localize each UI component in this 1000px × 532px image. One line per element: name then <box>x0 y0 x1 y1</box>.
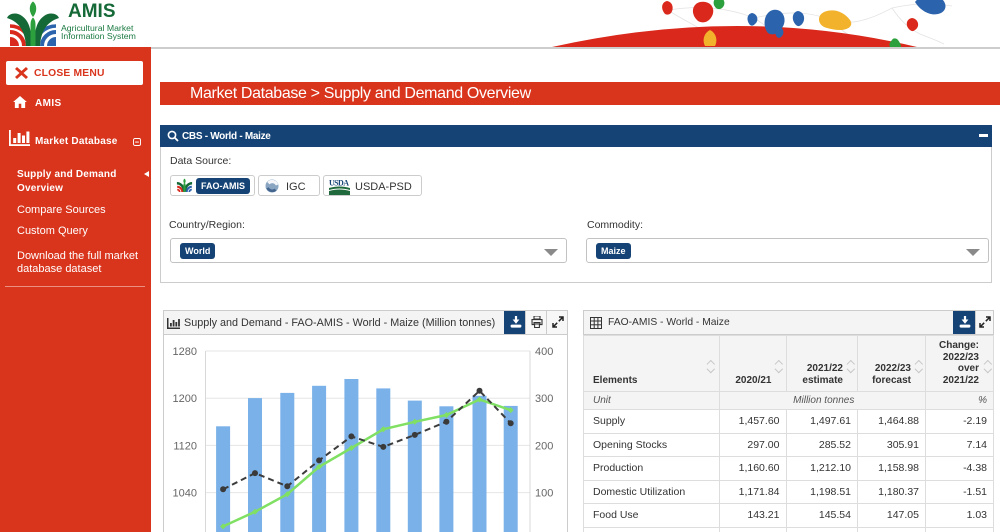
svg-text:USDA: USDA <box>329 179 349 188</box>
svg-text:1040: 1040 <box>173 488 197 500</box>
svg-text:100: 100 <box>535 488 553 500</box>
svg-text:400: 400 <box>535 346 553 358</box>
svg-text:1120: 1120 <box>173 440 197 452</box>
svg-text:1280: 1280 <box>173 346 197 358</box>
svg-text:1200: 1200 <box>173 393 197 405</box>
svg-text:300: 300 <box>535 393 553 405</box>
svg-text:200: 200 <box>535 440 553 452</box>
